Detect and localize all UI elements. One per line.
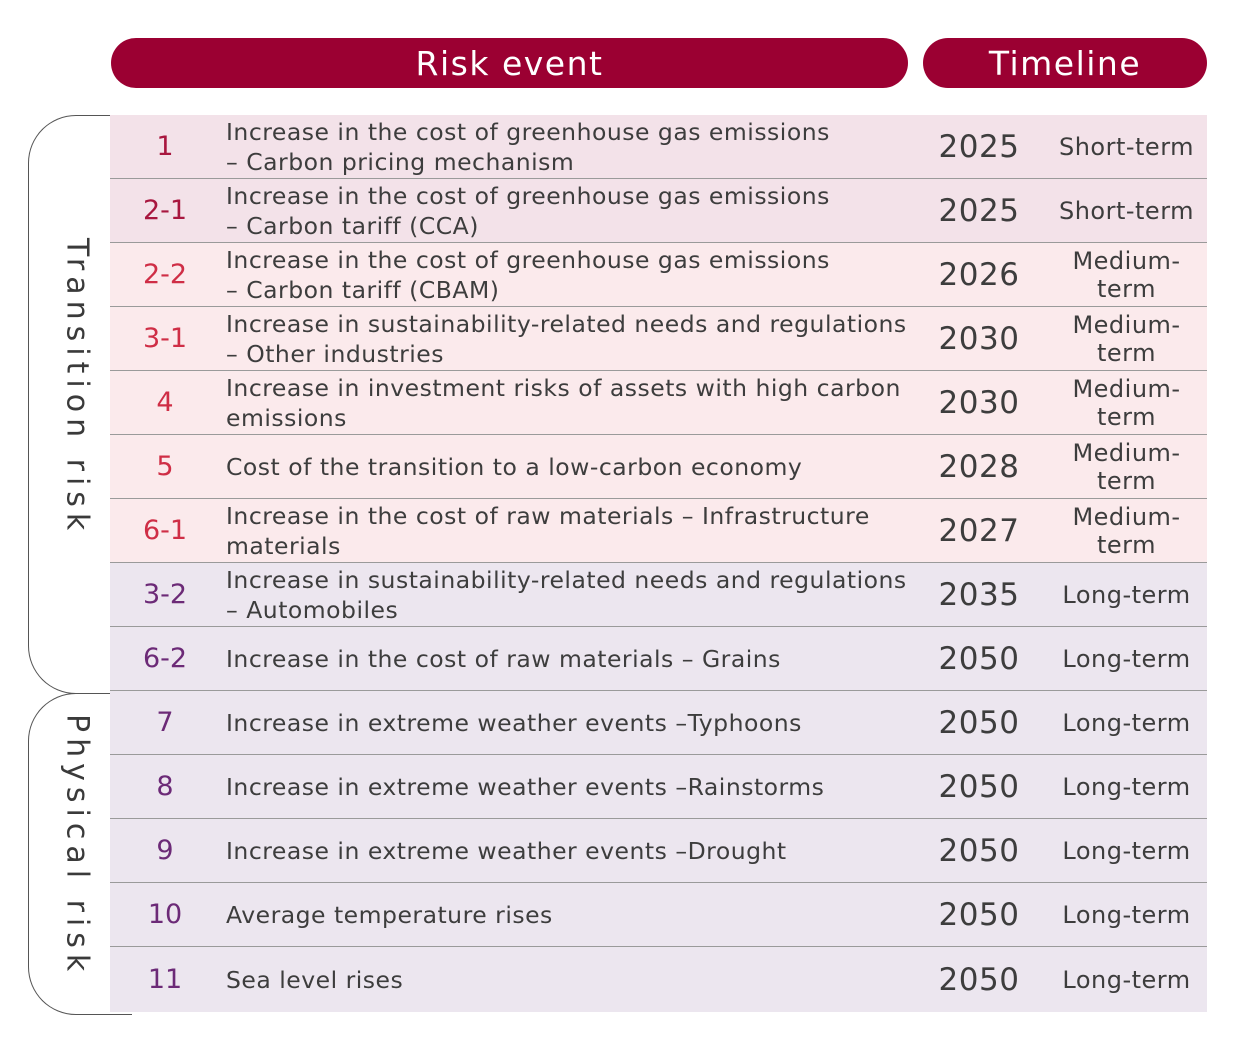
risk-description: Increase in extreme weather events –Typh… bbox=[226, 708, 802, 737]
risk-description: Increase in the cost of raw materials – … bbox=[226, 501, 870, 560]
risk-year: 2050 bbox=[938, 832, 1020, 869]
risk-event-header-label: Risk event bbox=[415, 43, 604, 83]
risk-year: 2050 bbox=[938, 896, 1020, 933]
risk-term: Long-term bbox=[1062, 772, 1191, 801]
risk-id: 8 bbox=[156, 771, 174, 802]
risk-description: Increase in the cost of raw materials – … bbox=[226, 644, 781, 673]
risk-description: Average temperature rises bbox=[226, 900, 553, 929]
risk-term: Short-term bbox=[1058, 196, 1195, 225]
table-row: 3-2 Increase in sustainability-related n… bbox=[110, 563, 1207, 627]
risk-year: 2027 bbox=[938, 512, 1020, 549]
risk-year: 2050 bbox=[938, 704, 1020, 741]
risk-description: Increase in extreme weather events –Drou… bbox=[226, 836, 787, 865]
risk-term: Long-term bbox=[1062, 580, 1191, 609]
risk-term: Medium-term bbox=[1072, 310, 1181, 367]
table-row: 7 Increase in extreme weather events –Ty… bbox=[110, 691, 1207, 755]
risk-term: Long-term bbox=[1062, 836, 1191, 865]
risk-year: 2050 bbox=[938, 768, 1020, 805]
timeline-header: Timeline bbox=[923, 38, 1207, 88]
risk-term: Medium-term bbox=[1072, 438, 1181, 495]
table-row: 5 Cost of the transition to a low-carbon… bbox=[110, 435, 1207, 499]
risk-id: 3-2 bbox=[142, 579, 188, 610]
risk-year: 2030 bbox=[938, 384, 1020, 421]
table-row: 2-1 Increase in the cost of greenhouse g… bbox=[110, 179, 1207, 243]
risk-id: 1 bbox=[156, 131, 174, 162]
risk-id: 11 bbox=[147, 964, 183, 995]
risk-event-header: Risk event bbox=[111, 38, 908, 88]
table-row: 9 Increase in extreme weather events –Dr… bbox=[110, 819, 1207, 883]
risk-term: Medium-term bbox=[1072, 374, 1181, 431]
risk-term: Long-term bbox=[1062, 708, 1191, 737]
risk-description: Sea level rises bbox=[226, 965, 404, 994]
risk-id: 2-2 bbox=[142, 259, 188, 290]
table-row: 8 Increase in extreme weather events –Ra… bbox=[110, 755, 1207, 819]
risk-term: Medium-term bbox=[1072, 502, 1181, 559]
risk-id: 2-1 bbox=[142, 195, 188, 226]
risk-id: 6-2 bbox=[142, 643, 188, 674]
risk-term: Medium-term bbox=[1072, 246, 1181, 303]
risk-id: 5 bbox=[156, 451, 174, 482]
risk-term: Long-term bbox=[1062, 900, 1191, 929]
risk-year: 2026 bbox=[938, 256, 1020, 293]
table-row: 2-2 Increase in the cost of greenhouse g… bbox=[110, 243, 1207, 307]
transition-risk-label: Transition risk bbox=[59, 238, 95, 537]
timeline-header-label: Timeline bbox=[988, 43, 1142, 83]
table-row: 3-1 Increase in sustainability-related n… bbox=[110, 307, 1207, 371]
risk-year: 2050 bbox=[938, 640, 1020, 677]
risk-year: 2028 bbox=[938, 448, 1020, 485]
risk-description: Cost of the transition to a low-carbon e… bbox=[226, 452, 803, 481]
risk-description: Increase in sustainability-related needs… bbox=[226, 309, 907, 368]
risk-id: 7 bbox=[156, 707, 174, 738]
risk-id: 10 bbox=[147, 899, 183, 930]
risk-id: 3-1 bbox=[142, 323, 188, 354]
risk-id: 9 bbox=[156, 835, 174, 866]
risk-year: 2025 bbox=[938, 128, 1020, 165]
risk-description: Increase in the cost of greenhouse gas e… bbox=[226, 245, 830, 304]
table-row: 4 Increase in investment risks of assets… bbox=[110, 371, 1207, 435]
table-row: 6-1 Increase in the cost of raw material… bbox=[110, 499, 1207, 563]
risk-id: 6-1 bbox=[142, 515, 188, 546]
risk-term: Long-term bbox=[1062, 965, 1191, 994]
risk-description: Increase in extreme weather events –Rain… bbox=[226, 772, 825, 801]
risk-term: Short-term bbox=[1058, 132, 1195, 161]
risk-year: 2035 bbox=[938, 576, 1020, 613]
risk-year: 2050 bbox=[938, 961, 1020, 998]
risk-description: Increase in the cost of greenhouse gas e… bbox=[226, 117, 830, 176]
table-row: 6-2 Increase in the cost of raw material… bbox=[110, 627, 1207, 691]
table-row: 11 Sea level rises 2050 Long-term bbox=[110, 947, 1207, 1012]
risk-id: 4 bbox=[156, 387, 174, 418]
risk-description: Increase in investment risks of assets w… bbox=[226, 373, 901, 432]
risk-table: 1 Increase in the cost of greenhouse gas… bbox=[110, 115, 1207, 1012]
risk-description: Increase in sustainability-related needs… bbox=[226, 565, 907, 624]
risk-year: 2030 bbox=[938, 320, 1020, 357]
table-row: 1 Increase in the cost of greenhouse gas… bbox=[110, 115, 1207, 179]
table-row: 10 Average temperature rises 2050 Long-t… bbox=[110, 883, 1207, 947]
risk-term: Long-term bbox=[1062, 644, 1191, 673]
physical-risk-label: Physical risk bbox=[59, 714, 95, 978]
risk-year: 2025 bbox=[938, 192, 1020, 229]
risk-description: Increase in the cost of greenhouse gas e… bbox=[226, 181, 830, 240]
